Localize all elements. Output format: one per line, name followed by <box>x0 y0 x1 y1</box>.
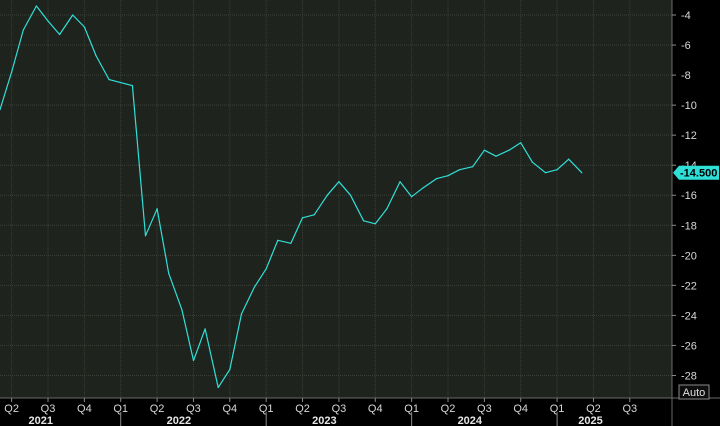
data-point <box>253 286 256 288</box>
data-point <box>290 242 292 244</box>
data-point <box>447 175 449 177</box>
data-point <box>399 181 401 183</box>
x-tick-label: Q1 <box>404 403 419 415</box>
y-tick-label: -24 <box>681 310 697 322</box>
series-layer <box>0 5 583 389</box>
data-point <box>35 5 37 7</box>
autoscale-button[interactable]: Auto <box>678 384 710 400</box>
y-tick-label: -6 <box>681 40 691 52</box>
autoscale-button-frame[interactable] <box>678 384 710 400</box>
data-point <box>508 149 510 151</box>
x-tick-label: Q3 <box>477 403 492 415</box>
data-point <box>349 194 352 196</box>
data-point <box>265 268 267 270</box>
data-point <box>168 272 170 274</box>
data-point <box>131 85 133 87</box>
data-point <box>22 29 24 31</box>
x-tick-label: Q4 <box>368 403 383 415</box>
data-point <box>120 82 122 84</box>
x-tick-label: Q4 <box>77 403 92 415</box>
data-point <box>72 14 74 16</box>
year-label: 2023 <box>312 415 336 426</box>
data-point <box>11 71 13 73</box>
data-point <box>47 20 49 22</box>
data-point <box>229 368 231 371</box>
data-point <box>520 142 522 144</box>
y-tick-label: -28 <box>681 370 697 382</box>
data-point <box>313 214 315 216</box>
x-tick-label: Q2 <box>441 403 456 415</box>
x-tick-label: Q3 <box>622 403 637 415</box>
data-point <box>531 161 533 163</box>
y-tick-label: -16 <box>681 190 697 202</box>
data-point <box>181 308 183 310</box>
data-point <box>374 223 376 225</box>
x-tick-label: Q4 <box>513 403 528 415</box>
x-tick-label: Q1 <box>259 403 274 415</box>
data-point <box>326 194 328 196</box>
x-tick-label: Q4 <box>222 403 237 415</box>
data-point <box>459 169 461 171</box>
plot-area <box>0 0 672 398</box>
data-point <box>568 158 570 160</box>
y-tick-label: -12 <box>681 130 697 142</box>
data-point <box>108 79 110 81</box>
data-point <box>95 54 97 57</box>
year-label: 2022 <box>167 415 191 426</box>
data-point <box>483 149 485 151</box>
x-axis-years: 2021 2022 2023 2024 2025 <box>28 412 603 426</box>
data-point <box>156 208 158 210</box>
x-tick-label: Q3 <box>41 403 56 415</box>
y-tick-label: -22 <box>681 280 697 292</box>
data-point <box>0 109 1 111</box>
x-tick-label: Q3 <box>186 403 201 415</box>
data-point <box>83 26 85 28</box>
vertical-gridlines <box>11 0 631 398</box>
year-label: 2025 <box>578 415 602 426</box>
data-point <box>581 172 583 174</box>
x-axis-ticks: Q2 Q3 Q4 Q1 Q2 Q3 Q4 Q1 Q2 Q3 Q4 Q1 Q2 Q3 Q4 Q1 Q2 Q3 <box>4 398 637 415</box>
y-axis-ticks: -4-6-8-10-12-14-16-18-20-22-24-26-28 <box>672 10 697 382</box>
year-label: 2021 <box>28 415 52 426</box>
last-value-marker: -14.500 <box>673 165 719 180</box>
data-point <box>411 196 413 198</box>
data-point <box>192 359 195 362</box>
x-tick-label: Q3 <box>332 403 347 415</box>
autoscale-button-label[interactable]: Auto <box>683 387 706 399</box>
x-tick-label: Q2 <box>150 403 165 415</box>
data-point <box>240 313 243 315</box>
horizontal-gridlines <box>0 14 672 376</box>
x-tick-label: Q2 <box>586 403 601 415</box>
data-point <box>277 239 279 241</box>
data-point <box>204 328 206 330</box>
last-value-label: -14.500 <box>680 168 717 180</box>
x-tick-label: Q2 <box>4 403 19 415</box>
y-tick-label: -26 <box>681 340 697 352</box>
y-tick-label: -20 <box>681 250 697 262</box>
data-point <box>59 33 61 36</box>
x-tick-label: Q1 <box>550 403 565 415</box>
year-label: 2024 <box>458 415 483 426</box>
y-tick-label: -4 <box>681 10 691 22</box>
x-tick-label: Q2 <box>295 403 310 415</box>
data-point <box>472 166 474 168</box>
y-tick-label: -8 <box>681 70 691 82</box>
x-tick-label: Q1 <box>113 403 128 415</box>
last-value-marker-shape <box>673 165 719 180</box>
data-point <box>435 178 437 180</box>
data-point <box>217 386 219 389</box>
data-point <box>544 172 547 174</box>
data-point <box>495 155 497 157</box>
data-point <box>338 181 340 183</box>
data-point <box>556 169 558 171</box>
y-tick-label: -18 <box>681 220 697 232</box>
data-point <box>386 208 388 210</box>
data-point <box>422 187 424 189</box>
data-point <box>363 220 365 222</box>
data-point <box>301 217 304 219</box>
y-tick-label: -10 <box>681 100 697 112</box>
data-point <box>144 235 147 237</box>
